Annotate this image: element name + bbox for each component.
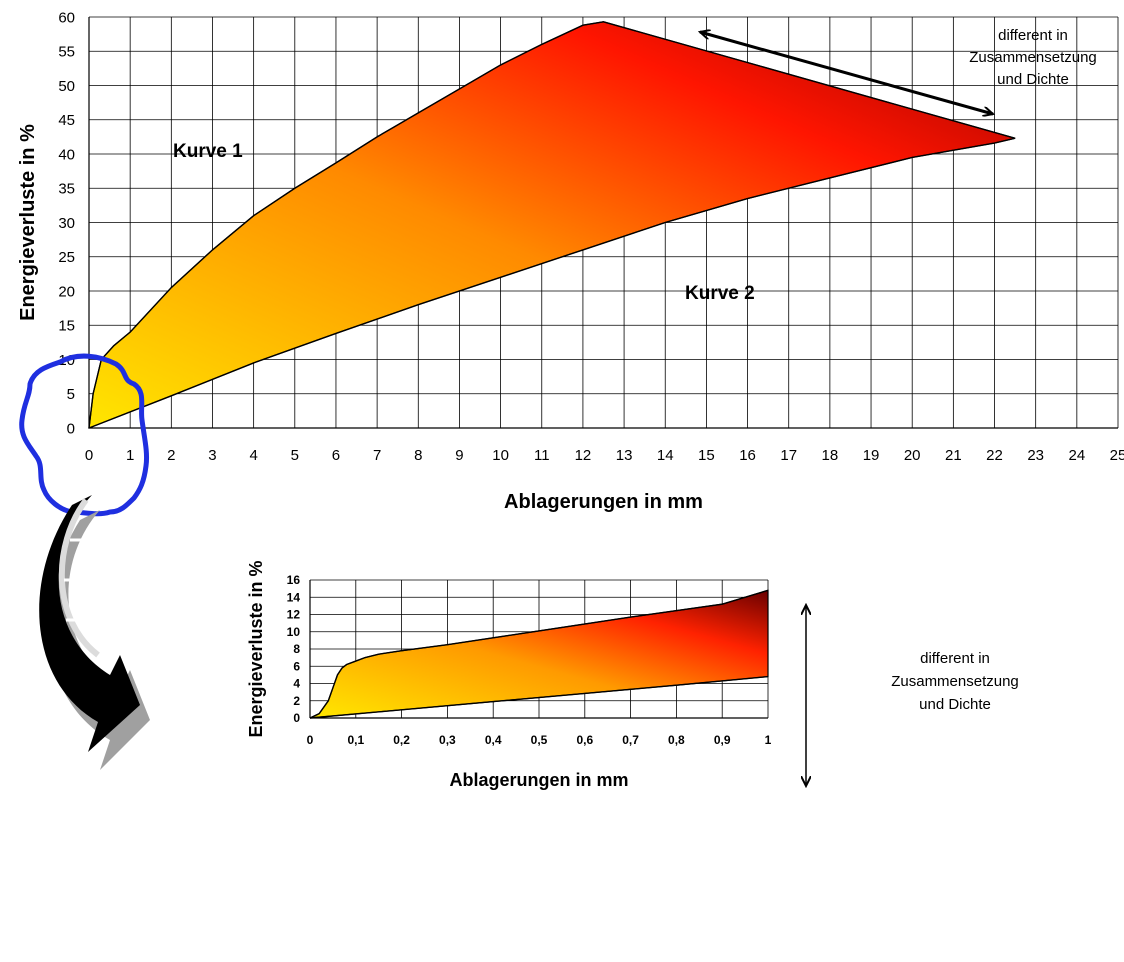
x-axis-title: Ablagerungen in mm [504, 491, 703, 513]
x-tick-label: 8 [414, 447, 422, 464]
y-tick-label: 8 [293, 642, 300, 656]
y-tick-label: 15 [58, 318, 75, 335]
x-tick-label: 14 [657, 447, 674, 464]
x-tick-label: 17 [780, 447, 797, 464]
zoom-highlight-circle [19, 353, 149, 517]
y-tick-label: 2 [293, 694, 300, 708]
x-tick-label: 10 [492, 447, 509, 464]
y-tick-label: 5 [67, 386, 75, 403]
y-tick-label: 55 [58, 44, 75, 61]
y-tick-label: 14 [287, 590, 301, 604]
y-tick-label: 10 [287, 625, 301, 639]
x-tick-label: 25 [1110, 447, 1124, 464]
x-tick-label: 0 [85, 447, 93, 464]
y-tick-label: 6 [293, 659, 300, 673]
variation-arrow-top [700, 32, 993, 114]
y-tick-label: 25 [58, 249, 75, 266]
x-tick-label: 13 [616, 447, 633, 464]
x-tick-label: 21 [945, 447, 962, 464]
y-tick-label: 30 [58, 215, 75, 232]
x-tick-label: 0,5 [531, 733, 548, 747]
series-line-2 [88, 137, 1016, 429]
x-axis-title: Ablagerungen in mm [449, 770, 628, 790]
x-tick-label: 0,7 [622, 733, 639, 747]
y-axis-title: Energieverluste in % [17, 124, 39, 321]
zoom-chart: 0 0,1 0,2 0,3 0,4 0,5 0,6 0,7 0,8 0,9 102468101214… [246, 560, 772, 790]
y-tick-label: 50 [58, 78, 75, 95]
annotation-different-top-1: different in [998, 27, 1068, 44]
y-tick-label: 45 [58, 112, 75, 129]
y-tick-label: 40 [58, 146, 75, 163]
y-tick-label: 60 [58, 9, 75, 26]
x-tick-label: 19 [863, 447, 880, 464]
x-tick-label: 1 [126, 447, 134, 464]
y-tick-label: 20 [58, 283, 75, 300]
x-tick-label: 20 [904, 447, 921, 464]
series-line-1 [309, 589, 769, 719]
x-tick-label: 18 [822, 447, 839, 464]
series-line-2 [309, 675, 769, 719]
y-tick-label: 0 [67, 420, 75, 437]
x-tick-label: 0,4 [485, 733, 502, 747]
x-tick-label: 9 [455, 447, 463, 464]
x-tick-label: 4 [249, 447, 257, 464]
x-tick-label: 2 [167, 447, 175, 464]
x-tick-label: 24 [1068, 447, 1085, 464]
curved-arrow-icon [39, 495, 151, 770]
x-tick-label: 16 [739, 447, 756, 464]
y-tick-label: 0 [293, 711, 300, 725]
x-tick-label: 0,1 [347, 733, 364, 747]
y-tick-label: 12 [287, 608, 301, 622]
x-tick-label: 0,3 [439, 733, 456, 747]
y-tick-label: 35 [58, 181, 75, 198]
x-tick-label: 0,2 [393, 733, 410, 747]
y-tick-label: 4 [293, 677, 300, 691]
annotation-different-bottom-2: Zusammensetzung [891, 673, 1019, 690]
x-tick-label: 0,9 [714, 733, 731, 747]
y-tick-label: 16 [287, 573, 301, 587]
x-tick-label: 0,6 [576, 733, 593, 747]
x-tick-label: 15 [698, 447, 715, 464]
annotation-different-bottom-1: different in [920, 650, 990, 667]
y-axis-title: Energieverluste in % [246, 560, 266, 737]
x-tick-label: 1 [765, 733, 772, 747]
annotation-different-bottom-3: und Dichte [919, 696, 991, 713]
annotation-kurve-2: Kurve 2 [685, 283, 755, 304]
annotation-different-top-3: und Dichte [997, 71, 1069, 88]
annotation-kurve-1: Kurve 1 [173, 141, 243, 162]
x-tick-label: 22 [986, 447, 1003, 464]
x-tick-label: 23 [1027, 447, 1044, 464]
x-tick-label: 7 [373, 447, 381, 464]
x-tick-label: 11 [534, 447, 550, 464]
x-tick-label: 3 [208, 447, 216, 464]
x-tick-label: 0,8 [668, 733, 685, 747]
x-tick-label: 6 [332, 447, 340, 464]
x-tick-label: 12 [575, 447, 592, 464]
annotation-different-top-2: Zusammensetzung [969, 49, 1097, 66]
main-chart: 0 1 2 3 4 5 6 7 8 9 10 11 12 13 14 15 16 17 18 19 20 21 22 23 24… [17, 9, 1124, 513]
x-tick-label: 5 [291, 447, 299, 464]
series-line-1 [88, 21, 1016, 429]
x-tick-label: 0 [307, 733, 314, 747]
